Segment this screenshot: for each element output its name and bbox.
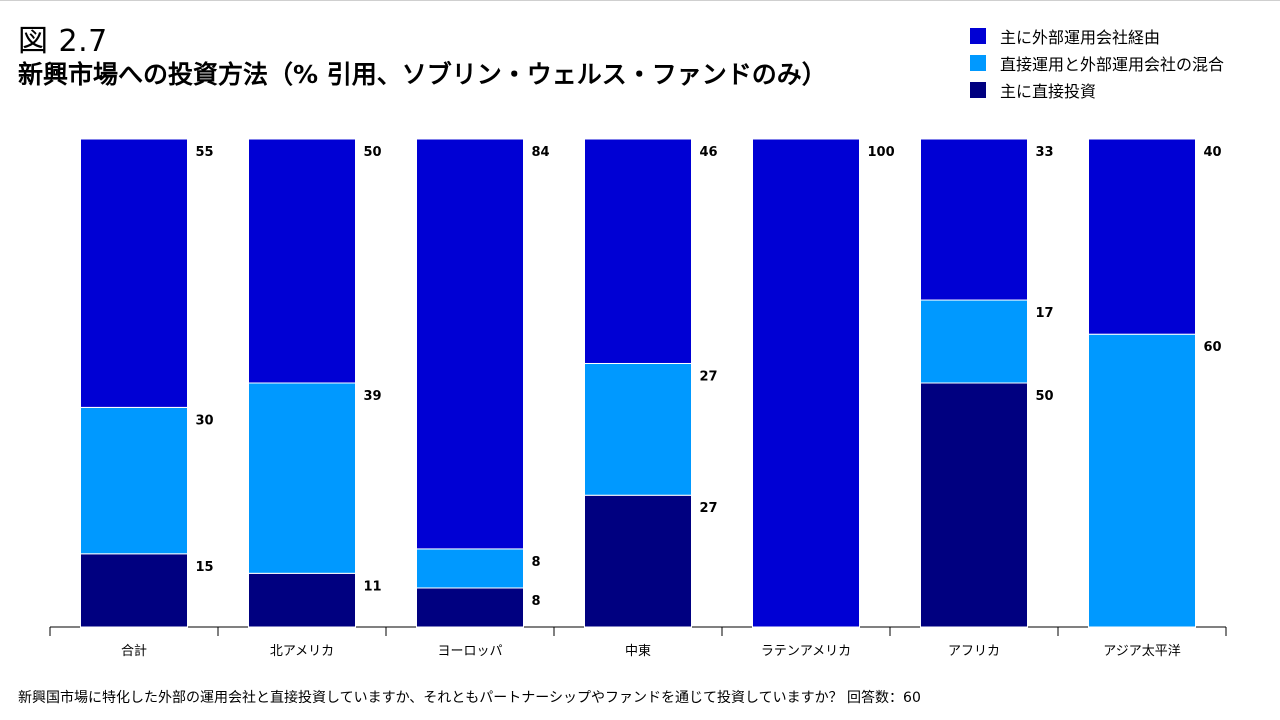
bar-segment <box>920 299 1028 384</box>
bar-segment <box>584 362 692 496</box>
data-label: 39 <box>364 389 382 404</box>
data-label: 30 <box>196 413 214 428</box>
legend-item-direct: 主に直接投資 <box>970 76 1224 103</box>
bar-segment <box>416 548 524 589</box>
bar-segment <box>80 406 188 555</box>
legend-label-external: 主に外部運用会社経由 <box>1000 27 1161 47</box>
x-tick-label: アフリカ <box>948 644 1000 659</box>
chart-title: 新興市場への投資方法（% 引用、ソブリン・ウェルス・ファンドのみ） <box>18 60 827 89</box>
data-label: 60 <box>1204 340 1222 355</box>
data-label: 11 <box>364 579 382 594</box>
chart-legend: 主に外部運用会社経由 直接運用と外部運用会社の混合 主に直接投資 <box>970 22 1224 103</box>
footnote: 新興国市場に特化した外部の運用会社と直接投資していますか、それともパートナーシッ… <box>18 690 921 706</box>
top-border-line <box>0 0 1280 1</box>
data-label: 50 <box>1036 389 1054 404</box>
bar-segment <box>248 138 356 384</box>
data-label: 50 <box>364 145 382 160</box>
legend-item-mixed: 直接運用と外部運用会社の混合 <box>970 49 1224 76</box>
bar-segment <box>1088 138 1196 335</box>
data-label: 8 <box>532 594 541 609</box>
legend-swatch-external <box>970 27 986 44</box>
bar-segment <box>1088 333 1196 628</box>
data-label: 100 <box>868 145 895 160</box>
x-tick-label: 合計 <box>121 643 147 659</box>
data-label: 17 <box>1036 306 1054 321</box>
bar-segment <box>584 138 692 364</box>
data-label: 33 <box>1036 145 1054 160</box>
x-tick-label: 中東 <box>625 643 651 659</box>
data-label: 8 <box>532 555 541 570</box>
x-tick-label: アジア太平洋 <box>1103 644 1180 659</box>
data-label: 84 <box>532 145 550 160</box>
legend-item-external: 主に外部運用会社経由 <box>970 22 1224 49</box>
legend-label-mixed: 直接運用と外部運用会社の混合 <box>1000 54 1225 74</box>
data-label: 46 <box>700 145 718 160</box>
legend-label-direct: 主に直接投資 <box>1000 81 1097 101</box>
data-label: 27 <box>700 369 718 384</box>
bar-segment <box>416 138 524 550</box>
bar-segment <box>752 138 860 628</box>
x-tick-label: 北アメリカ <box>270 644 334 659</box>
bar-segment <box>80 138 188 408</box>
bar-segment <box>80 553 188 628</box>
bar-segment <box>248 572 356 628</box>
data-label: 27 <box>700 501 718 516</box>
x-tick-label: ヨーロッパ <box>437 644 502 659</box>
legend-swatch-mixed <box>970 54 986 71</box>
bar-segment <box>416 587 524 628</box>
bar-segment <box>248 382 356 574</box>
bar-segment <box>920 382 1028 628</box>
data-label: 15 <box>196 560 214 575</box>
bar-segment <box>920 138 1028 301</box>
data-label: 40 <box>1204 145 1222 160</box>
bar-segment <box>584 494 692 628</box>
figure-label: 図 2.7 <box>18 24 108 59</box>
x-tick-label: ラテンアメリカ <box>761 644 851 659</box>
legend-swatch-direct <box>970 81 986 98</box>
data-label: 55 <box>196 145 214 160</box>
